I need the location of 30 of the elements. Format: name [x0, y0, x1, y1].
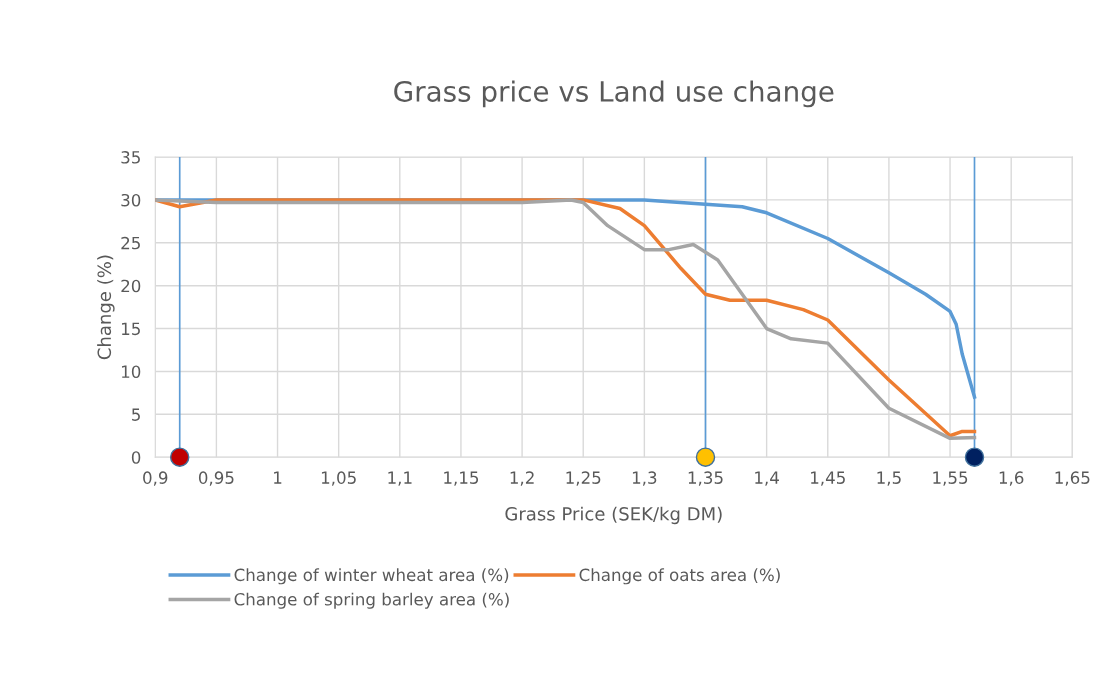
legend-label: Change of oats area (%): [579, 568, 780, 585]
y-tick-label: 25: [121, 236, 140, 250]
x-tick-label: 1,25: [566, 471, 601, 486]
y-tick-label: 10: [122, 365, 141, 378]
x-tick-label: 1,2: [510, 471, 534, 486]
x-tick-label: 1,65: [1055, 471, 1090, 486]
x-tick-label: 1,1: [388, 471, 412, 486]
x-tick-label: 1,05: [321, 471, 356, 486]
x-tick-label: 1,35: [688, 471, 723, 486]
x-tick-label: 1,5: [877, 471, 901, 486]
x-tick-label: 0,95: [198, 471, 234, 486]
x-tick-label: 1,3: [632, 471, 657, 486]
x-tick-label: 1,55: [933, 471, 968, 486]
y-tick-label: 15: [122, 322, 140, 336]
legend-label: Change of winter wheat area (%): [234, 568, 509, 585]
x-tick-label: 0,9: [143, 471, 168, 486]
legend-label: Change of spring barley area (%): [234, 592, 509, 609]
y-tick-label: 20: [121, 279, 141, 293]
x-tick-label: 1: [274, 471, 282, 484]
x-tick-label: 1,15: [444, 471, 479, 486]
y-tick-label: 5: [132, 408, 140, 421]
y-tick-label: 35: [121, 151, 140, 164]
x-axis-title: Grass Price (SEK/kg DM): [505, 506, 722, 525]
y-axis-title: Change (%): [97, 255, 115, 360]
x-tick-label: 1,45: [811, 471, 845, 486]
x-tick-label: 1,4: [755, 471, 779, 486]
y-tick-label: 30: [121, 193, 141, 207]
y-tick-label: 0: [131, 451, 141, 464]
chart-title: Grass price vs Land use change: [394, 80, 834, 108]
x-tick-label: 1,6: [999, 471, 1024, 486]
